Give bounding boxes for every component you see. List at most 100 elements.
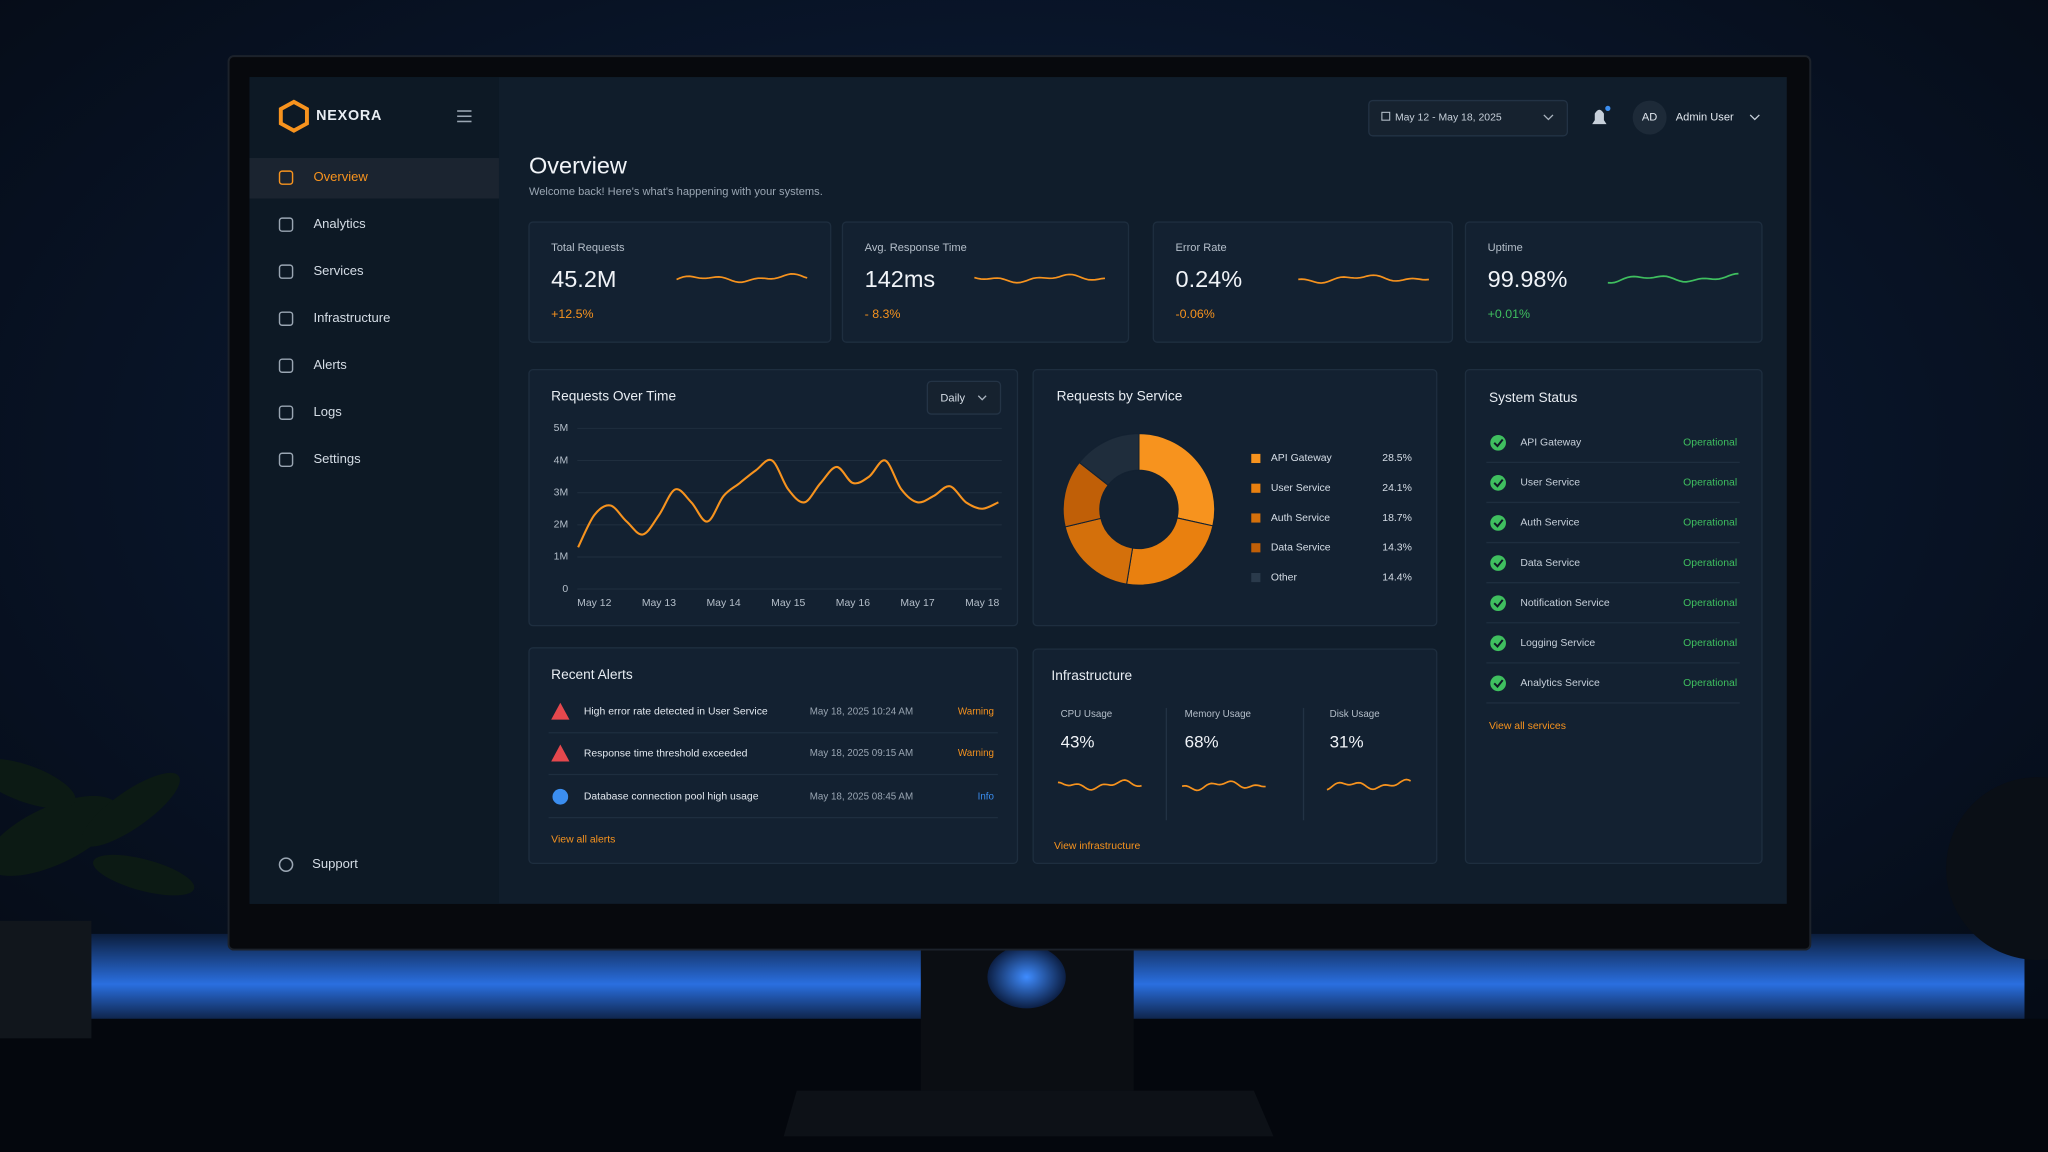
alert-message: Response time threshold exceeded <box>584 748 748 759</box>
calendar-icon <box>1381 111 1391 121</box>
alert-level: Warning <box>958 748 994 759</box>
service-name: Logging Service <box>1520 638 1595 649</box>
status-icon <box>1490 515 1506 531</box>
service-name: Data Service <box>1520 558 1580 569</box>
x-tick-label: May 16 <box>836 598 870 609</box>
alert-time: May 18, 2025 08:45 AM <box>810 791 913 802</box>
status-icon <box>1490 475 1506 491</box>
x-tick-label: May 17 <box>900 598 934 609</box>
legend-label: API Gateway <box>1271 453 1333 464</box>
alert-icon <box>552 788 569 805</box>
legend-swatch <box>1251 543 1261 553</box>
donut-slice <box>1078 433 1140 486</box>
support-link[interactable]: Support <box>312 856 358 871</box>
sparkline <box>676 273 808 284</box>
view-link[interactable]: View all alerts <box>551 835 615 846</box>
kpi-value: 142ms <box>865 266 936 292</box>
legend-swatch <box>1251 453 1261 464</box>
sparkline <box>1326 778 1411 791</box>
nav-item[interactable]: Analytics <box>313 216 366 231</box>
nav-item[interactable]: Overview <box>313 169 368 184</box>
legend-value: 14.3% <box>1382 543 1412 554</box>
check <box>1493 559 1504 568</box>
nav-icon <box>278 264 294 279</box>
service-name: User Service <box>1520 478 1580 489</box>
legend-label: User Service <box>1271 483 1331 494</box>
kpi-card <box>528 221 832 343</box>
card <box>528 368 1019 627</box>
nav-icon <box>278 170 294 185</box>
legend-label: Other <box>1271 572 1298 583</box>
notification-dot <box>1605 105 1611 112</box>
leaf <box>93 854 195 896</box>
kpi-label: Error Rate <box>1176 242 1227 254</box>
speaker <box>1946 777 2048 960</box>
x-tick-label: May 14 <box>706 598 740 609</box>
kpi-change: +12.5% <box>551 307 593 321</box>
kpi-value: 99.98% <box>1488 266 1568 292</box>
check <box>1493 438 1504 448</box>
page-title: Overview <box>529 152 628 178</box>
date-picker[interactable] <box>1368 99 1568 137</box>
nav-icon <box>278 358 294 373</box>
chevron <box>977 395 987 401</box>
x-tick-label: May 12 <box>577 598 611 609</box>
avatar-initials: AD <box>1642 111 1657 123</box>
check <box>1493 639 1504 648</box>
menu-button[interactable] <box>457 110 472 123</box>
y-tick-label: 1M <box>554 552 569 563</box>
sparkline <box>1181 780 1266 792</box>
card <box>528 647 1019 864</box>
monitor-stand <box>783 945 1274 1137</box>
period-select[interactable] <box>926 380 1002 415</box>
kpi-change: +0.01% <box>1488 307 1530 321</box>
alert-message: High error rate detected in User Service <box>584 707 768 718</box>
nav-item[interactable]: Logs <box>313 404 342 419</box>
nav-active-bg <box>249 158 499 199</box>
check <box>1493 519 1504 528</box>
kpi-value: 0.24% <box>1176 266 1243 292</box>
leaf <box>81 772 180 847</box>
pot <box>0 920 92 1039</box>
service-name: API Gateway <box>1520 438 1582 449</box>
avatar[interactable] <box>1632 100 1667 135</box>
status-icon <box>1490 635 1506 652</box>
nav-item[interactable]: Settings <box>313 451 361 466</box>
sparkline <box>1298 274 1429 284</box>
nav-item[interactable]: Alerts <box>313 357 347 372</box>
view-link[interactable]: View all services <box>1489 721 1566 732</box>
y-tick-label: 2M <box>554 520 569 531</box>
service-name: Notification Service <box>1520 598 1610 609</box>
alert-icon <box>551 702 570 720</box>
card-title: Requests Over Time <box>551 389 676 404</box>
check <box>1493 599 1504 608</box>
page-subtitle: Welcome back! Here's what's happening wi… <box>529 186 823 198</box>
alert-level: Warning <box>958 706 994 717</box>
logo <box>278 99 309 133</box>
legend-label: Data Service <box>1271 543 1331 554</box>
service-name: Analytics Service <box>1520 678 1600 689</box>
alert-message: Database connection pool high usage <box>584 792 759 803</box>
kpi-change: -0.06% <box>1176 307 1215 321</box>
y-tick-label: 4M <box>554 455 569 466</box>
nav-item[interactable]: Infrastructure <box>313 310 390 325</box>
y-tick-label: 0 <box>562 584 568 595</box>
support-icon <box>278 857 294 872</box>
bell[interactable] <box>1592 109 1607 125</box>
nav-item[interactable]: Services <box>313 263 364 278</box>
view-link[interactable]: View infrastructure <box>1054 841 1140 852</box>
date-range: May 12 - May 18, 2025 <box>1395 112 1502 123</box>
chevron <box>1543 114 1554 121</box>
metric-value: 43% <box>1061 733 1095 752</box>
period: Daily <box>940 392 965 404</box>
leaf <box>0 758 76 809</box>
legend-value: 18.7% <box>1382 513 1412 524</box>
user-name[interactable]: Admin User <box>1676 111 1734 123</box>
kpi-card <box>841 221 1130 343</box>
metric-label: Memory Usage <box>1185 709 1251 720</box>
legend-label: Auth Service <box>1271 513 1330 524</box>
sidebar <box>249 77 499 904</box>
stand-base <box>783 1090 1274 1137</box>
